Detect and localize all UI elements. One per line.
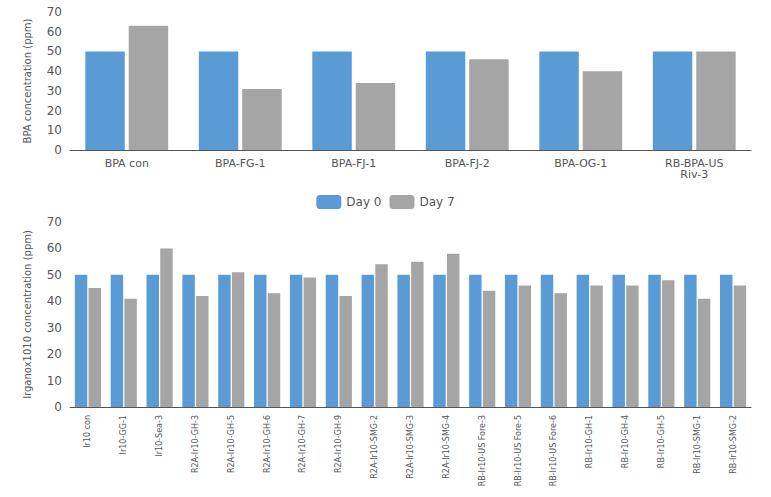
svg-text:70: 70 bbox=[47, 215, 62, 229]
svg-text:BPA-FJ-1: BPA-FJ-1 bbox=[331, 157, 376, 170]
svg-text:RB-Ir10-US Fore-3: RB-Ir10-US Fore-3 bbox=[478, 415, 487, 486]
svg-text:RB-Ir10-SMG-2: RB-Ir10-SMG-2 bbox=[729, 415, 738, 474]
svg-text:Irganox1010 concentration (ppm: Irganox1010 concentration (ppm) bbox=[22, 230, 33, 399]
svg-text:Riv-3: Riv-3 bbox=[680, 168, 708, 181]
svg-text:R2A-Ir10-GH-5: R2A-Ir10-GH-5 bbox=[227, 415, 236, 473]
svg-text:70: 70 bbox=[47, 5, 62, 19]
svg-text:10: 10 bbox=[47, 123, 62, 137]
svg-text:Ir10-Sea-3: Ir10-Sea-3 bbox=[155, 415, 164, 457]
svg-text:Ir10-GG-1: Ir10-GG-1 bbox=[119, 415, 128, 454]
svg-text:RB-Ir10-SMG-1: RB-Ir10-SMG-1 bbox=[693, 415, 702, 474]
svg-text:R2A-Ir10-SMG-2: R2A-Ir10-SMG-2 bbox=[370, 415, 379, 479]
svg-text:R2A-Ir10-GH-9: R2A-Ir10-GH-9 bbox=[334, 415, 343, 473]
svg-text:RB-Ir10-GH-4: RB-Ir10-GH-4 bbox=[621, 415, 630, 468]
svg-text:30: 30 bbox=[47, 321, 62, 335]
svg-text:RB-Ir10-GH-1: RB-Ir10-GH-1 bbox=[585, 415, 594, 468]
svg-text:40: 40 bbox=[47, 64, 62, 78]
svg-text:50: 50 bbox=[47, 268, 62, 282]
svg-text:20: 20 bbox=[47, 347, 62, 361]
svg-text:Day 0: Day 0 bbox=[346, 195, 381, 209]
svg-text:10: 10 bbox=[47, 374, 62, 388]
svg-text:BPA-FG-1: BPA-FG-1 bbox=[215, 157, 266, 170]
svg-text:R2A-Ir10-SMG-3: R2A-Ir10-SMG-3 bbox=[406, 415, 415, 479]
svg-text:RB-Ir10-US Fore-6: RB-Ir10-US Fore-6 bbox=[549, 415, 558, 486]
svg-text:R2A-Ir10-SMG-4: R2A-Ir10-SMG-4 bbox=[442, 415, 451, 479]
svg-text:RB-BPA-US: RB-BPA-US bbox=[665, 157, 724, 170]
svg-text:RB-Ir10-GH-5: RB-Ir10-GH-5 bbox=[657, 415, 666, 468]
svg-text:RB-Ir10-US Fore-5: RB-Ir10-US Fore-5 bbox=[514, 415, 523, 486]
svg-text:60: 60 bbox=[47, 241, 62, 255]
svg-text:Day 7: Day 7 bbox=[420, 195, 455, 209]
svg-text:BPA-OG-1: BPA-OG-1 bbox=[554, 157, 607, 170]
svg-text:30: 30 bbox=[47, 84, 62, 98]
svg-text:40: 40 bbox=[47, 294, 62, 308]
svg-text:50: 50 bbox=[47, 44, 62, 58]
svg-text:0: 0 bbox=[54, 143, 62, 157]
svg-text:20: 20 bbox=[47, 104, 62, 118]
svg-text:Ir10 con: Ir10 con bbox=[83, 415, 92, 448]
svg-text:R2A-Ir10-GH-6: R2A-Ir10-GH-6 bbox=[263, 415, 272, 473]
svg-text:60: 60 bbox=[47, 25, 62, 39]
svg-text:BPA concentration (ppm): BPA concentration (ppm) bbox=[22, 18, 33, 143]
svg-text:R2A-Ir10-GH-3: R2A-Ir10-GH-3 bbox=[191, 415, 200, 473]
svg-text:BPA-FJ-2: BPA-FJ-2 bbox=[445, 157, 490, 170]
svg-text:0: 0 bbox=[54, 400, 62, 414]
svg-text:BPA con: BPA con bbox=[105, 157, 149, 170]
svg-text:R2A-Ir10-GH-7: R2A-Ir10-GH-7 bbox=[298, 415, 307, 473]
